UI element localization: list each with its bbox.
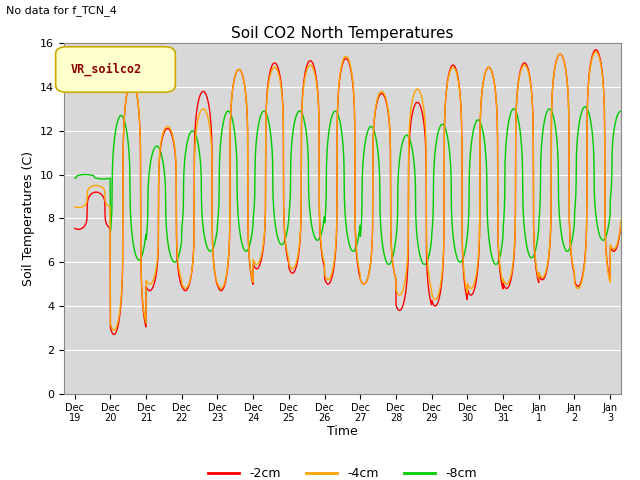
Legend: -2cm, -4cm, -8cm: -2cm, -4cm, -8cm	[204, 462, 481, 480]
Text: No data for f_TCN_4: No data for f_TCN_4	[6, 5, 117, 16]
Text: VR_soilco2: VR_soilco2	[70, 63, 142, 76]
Y-axis label: Soil Temperatures (C): Soil Temperatures (C)	[22, 151, 35, 286]
X-axis label: Time: Time	[327, 425, 358, 438]
Title: Soil CO2 North Temperatures: Soil CO2 North Temperatures	[231, 25, 454, 41]
FancyBboxPatch shape	[56, 47, 175, 92]
